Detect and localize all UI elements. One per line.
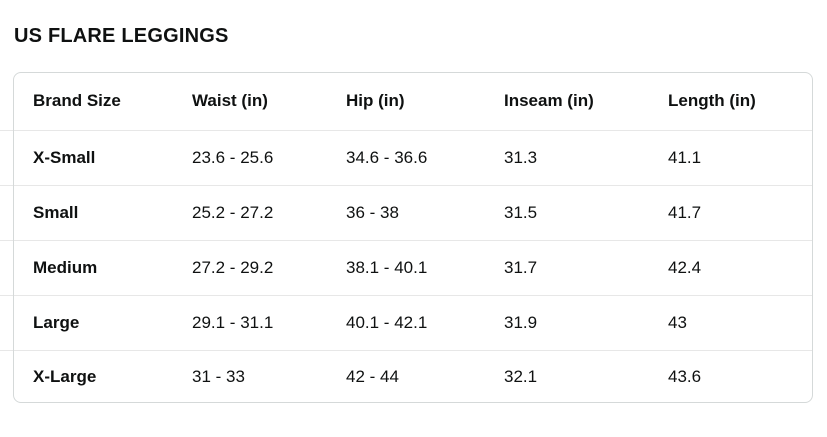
size-chart-card: Brand Size Waist (in) Hip (in) Inseam (i… bbox=[0, 72, 813, 403]
table-row-medium: Medium 27.2 - 29.2 38.1 - 40.1 31.7 42.4 bbox=[0, 240, 813, 295]
table-row-xlarge: X-Large 31 - 33 42 - 44 32.1 43.6 bbox=[0, 350, 813, 403]
cell-size: X-Large bbox=[33, 366, 97, 386]
table-row-xsmall: X-Small 23.6 - 25.6 34.6 - 36.6 31.3 41.… bbox=[0, 130, 813, 185]
cell-size: Large bbox=[33, 312, 80, 332]
table-row-small: Small 25.2 - 27.2 36 - 38 31.5 41.7 bbox=[0, 185, 813, 240]
cell-waist: 31 - 33 bbox=[192, 366, 245, 386]
page-title: US FLARE LEGGINGS bbox=[14, 25, 229, 47]
cell-length: 41.1 bbox=[668, 147, 702, 167]
table-header-row: Brand Size Waist (in) Hip (in) Inseam (i… bbox=[0, 72, 813, 130]
cell-hip: 34.6 - 36.6 bbox=[346, 147, 428, 167]
cell-waist: 25.2 - 27.2 bbox=[192, 202, 274, 222]
table-row-large: Large 29.1 - 31.1 40.1 - 42.1 31.9 43 bbox=[0, 295, 813, 350]
column-header-brand-size: Brand Size bbox=[33, 90, 121, 110]
cell-size: Small bbox=[33, 202, 79, 222]
cell-inseam: 31.5 bbox=[504, 202, 538, 222]
cell-waist: 23.6 - 25.6 bbox=[192, 147, 274, 167]
cell-inseam: 31.9 bbox=[504, 312, 538, 332]
column-header-length: Length (in) bbox=[668, 90, 756, 110]
column-header-waist: Waist (in) bbox=[192, 90, 268, 110]
cell-length: 43.6 bbox=[668, 366, 702, 386]
size-chart-table: Brand Size Waist (in) Hip (in) Inseam (i… bbox=[0, 72, 813, 403]
cell-hip: 40.1 - 42.1 bbox=[346, 312, 428, 332]
column-header-hip: Hip (in) bbox=[346, 90, 405, 110]
cell-size: X-Small bbox=[33, 147, 96, 167]
cell-length: 42.4 bbox=[668, 257, 702, 277]
cell-hip: 42 - 44 bbox=[346, 366, 399, 386]
cell-hip: 36 - 38 bbox=[346, 202, 399, 222]
column-header-inseam: Inseam (in) bbox=[504, 90, 594, 110]
cell-inseam: 31.7 bbox=[504, 257, 538, 277]
cell-inseam: 32.1 bbox=[504, 366, 538, 386]
cell-length: 43 bbox=[668, 312, 687, 332]
cell-waist: 29.1 - 31.1 bbox=[192, 312, 274, 332]
cell-length: 41.7 bbox=[668, 202, 702, 222]
cell-hip: 38.1 - 40.1 bbox=[346, 257, 428, 277]
cell-size: Medium bbox=[33, 257, 98, 277]
cell-inseam: 31.3 bbox=[504, 147, 538, 167]
cell-waist: 27.2 - 29.2 bbox=[192, 257, 274, 277]
